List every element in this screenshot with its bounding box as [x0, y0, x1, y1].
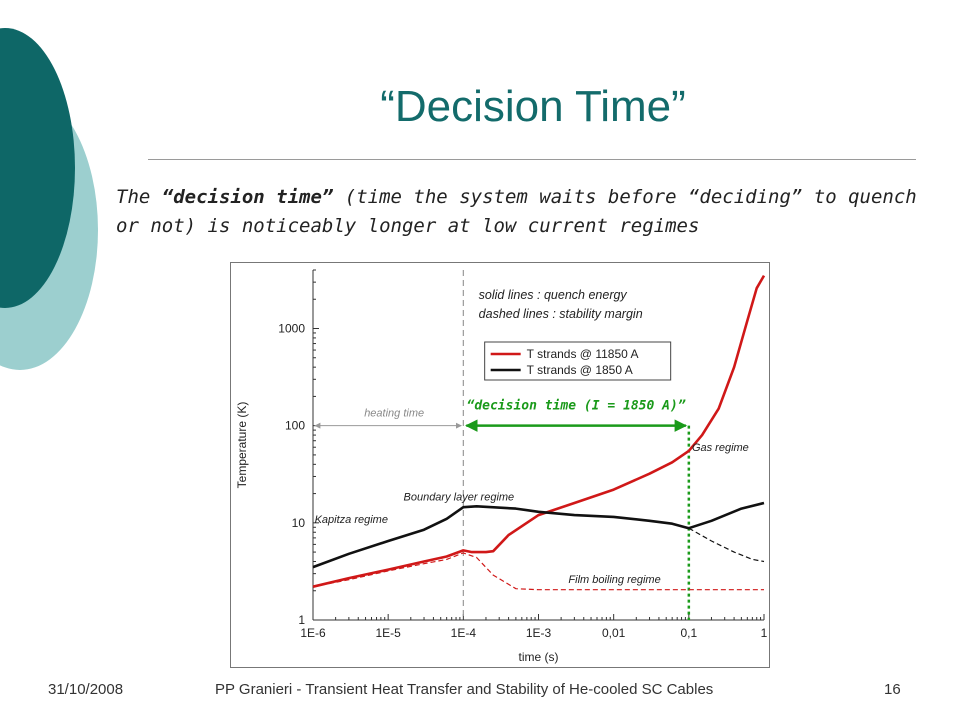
legend-label: T strands @ 11850 A: [527, 347, 639, 361]
chart-note: dashed lines : stability margin: [479, 307, 643, 321]
y-tick-label: 1: [298, 613, 305, 627]
legend-box: [484, 341, 672, 381]
legend-label: T strands @ 1850 A: [527, 363, 633, 377]
decision-time-label: “decision time (I = 1850 A)”: [467, 399, 686, 414]
series-line-black_dashed: [688, 527, 765, 563]
slide-title: “Decision Time”: [380, 82, 686, 131]
y-axis-label: Temperature (K): [235, 402, 249, 489]
chart-note: solid lines : quench energy: [479, 288, 628, 302]
body-text-part1: The: [116, 186, 162, 208]
heating-time-label: heating time: [364, 408, 424, 420]
x-tick-label: 0,1: [680, 626, 697, 640]
x-tick-label: 1E-6: [300, 626, 326, 640]
chart-frame: [230, 262, 770, 668]
body-text-bold: “decision time”: [161, 186, 334, 208]
y-tick-label: 1000: [278, 322, 305, 336]
x-tick-label: 1E-4: [451, 626, 477, 640]
footer-date: 31/10/2008: [48, 681, 124, 698]
footer-page-number: 16: [884, 681, 901, 698]
x-tick-label: 0,01: [602, 626, 626, 640]
decorative-shapes: [0, 28, 98, 370]
x-axis-label: time (s): [519, 650, 559, 664]
title-underline: [148, 159, 916, 160]
temperature-chart: 1E-6 1E-5 1E-4 1E-3 0,01 0,1 1 1 10 100 1000 time (…: [230, 262, 770, 668]
series-line-red_solid: [312, 274, 766, 588]
footer-caption: PP Granieri - Transient Heat Transfer an…: [215, 681, 714, 698]
x-tick-label: 1E-5: [375, 626, 401, 640]
x-tick-label: 1E-3: [526, 626, 552, 640]
series-line-red_dashed: [312, 552, 764, 591]
regime-label: Film boiling regime: [568, 574, 660, 586]
dark-teal-ellipse: [0, 28, 75, 308]
regime-label: Kapitza regime: [315, 514, 388, 526]
regime-label: Boundary layer regime: [404, 491, 515, 503]
x-tick-label: 1: [761, 626, 768, 640]
y-tick-label: 10: [292, 516, 306, 530]
slide-body-text: The “decision time” (time the system wai…: [116, 183, 936, 241]
body-text-part2: (time the system waits before “deciding”…: [116, 186, 917, 237]
y-tick-label: 100: [285, 419, 305, 433]
regime-label: Gas regime: [692, 442, 749, 454]
series-line-black_solid: [312, 501, 765, 569]
